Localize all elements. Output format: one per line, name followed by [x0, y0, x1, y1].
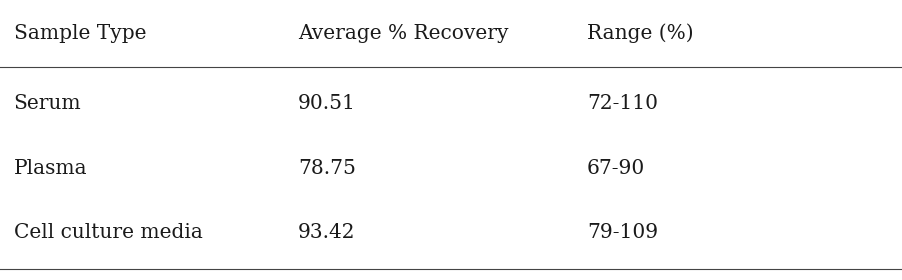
- Text: 90.51: 90.51: [298, 94, 355, 113]
- Text: 72-110: 72-110: [586, 94, 658, 113]
- Text: 67-90: 67-90: [586, 158, 645, 178]
- Text: Cell culture media: Cell culture media: [14, 223, 202, 242]
- Text: Plasma: Plasma: [14, 158, 87, 178]
- Text: Sample Type: Sample Type: [14, 24, 146, 43]
- Text: Average % Recovery: Average % Recovery: [298, 24, 508, 43]
- Text: Serum: Serum: [14, 94, 81, 113]
- Text: Range (%): Range (%): [586, 24, 693, 43]
- Text: 78.75: 78.75: [298, 158, 355, 178]
- Text: 79-109: 79-109: [586, 223, 658, 242]
- Text: 93.42: 93.42: [298, 223, 355, 242]
